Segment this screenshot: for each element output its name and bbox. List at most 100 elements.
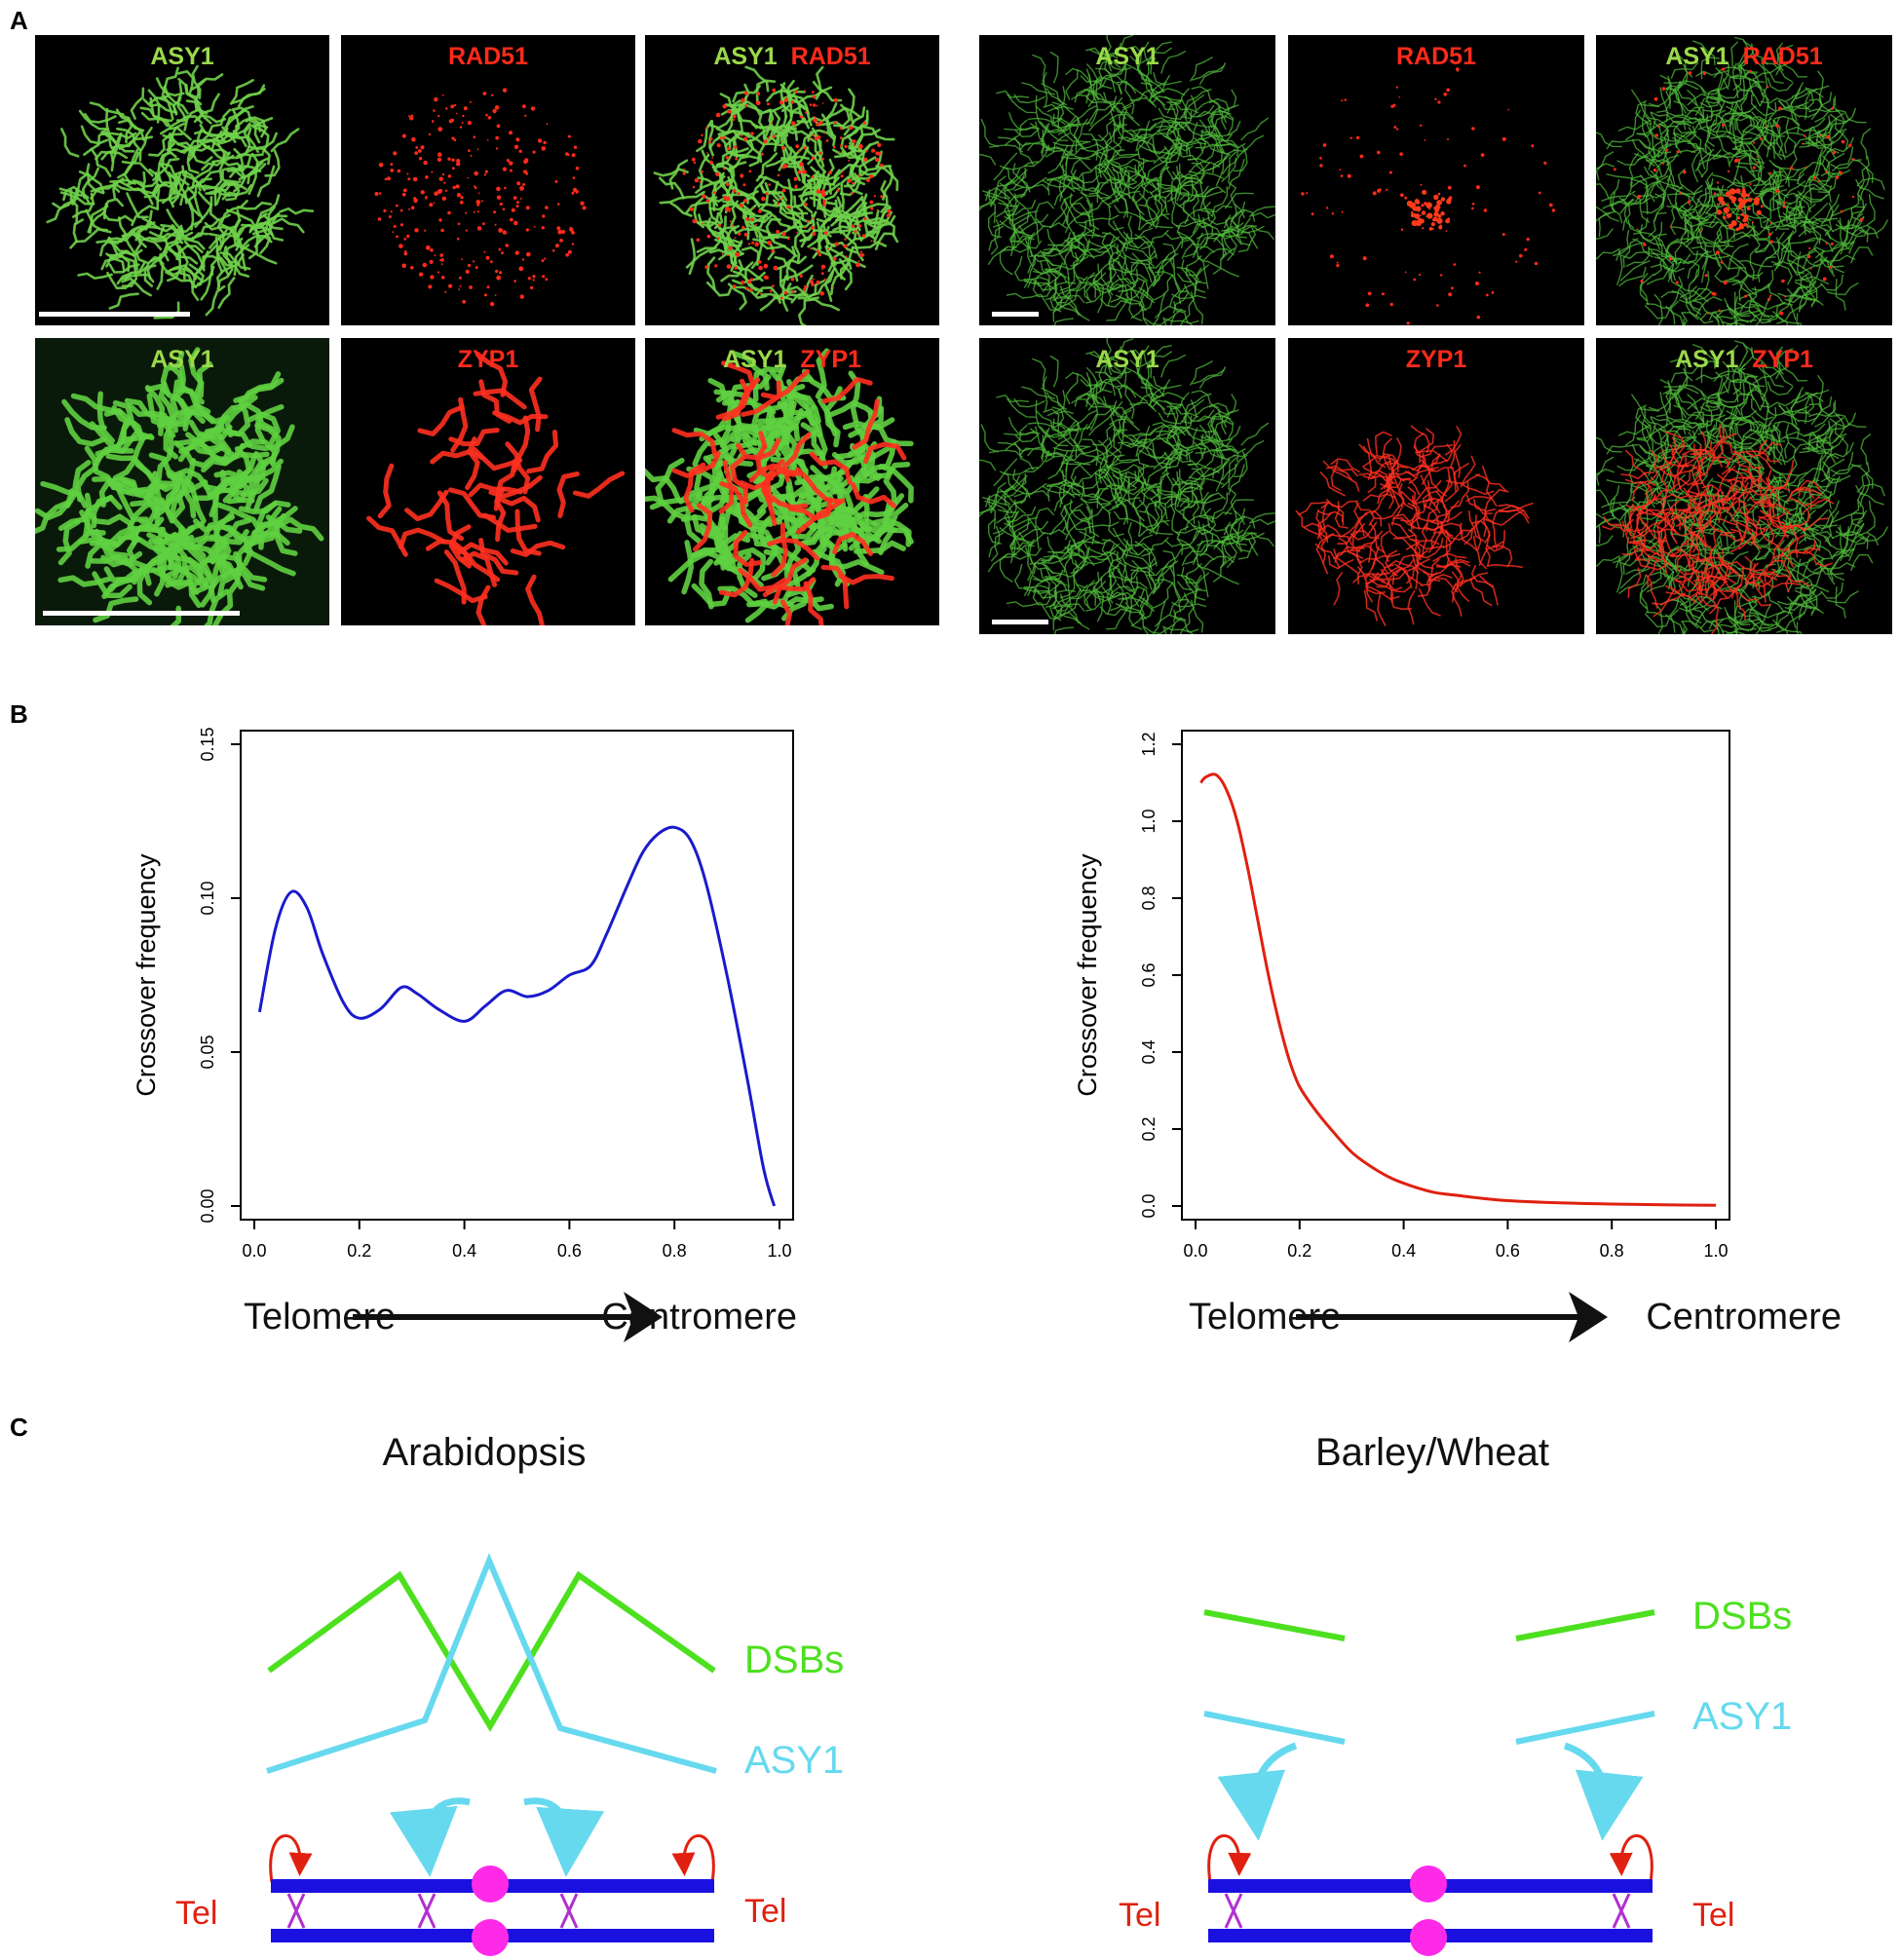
- tel-label-right: Tel: [744, 1893, 786, 1930]
- micrograph-right-top-2: RAD51: [1288, 35, 1584, 325]
- dsb-profile-line: [267, 1570, 716, 1732]
- micrograph-label: ASY1: [979, 43, 1275, 71]
- micrograph-left-top-2: RAD51: [341, 35, 635, 325]
- micrograph-left-bottom-1: ASY1: [35, 338, 329, 625]
- barley-wheat-diagram: DSBs ASY1 Tel Tel: [1119, 1595, 1792, 1956]
- y-tick-label: 0.15: [198, 727, 217, 761]
- caption-centromere: Centromere: [1646, 1297, 1842, 1338]
- plot-frame: [1181, 730, 1730, 1221]
- micrograph-right-bottom-1: ASY1: [979, 338, 1275, 634]
- asy1-label: ASY1: [744, 1739, 844, 1782]
- scale-bar: [39, 312, 190, 317]
- y-tick-label: 0.4: [1139, 1039, 1159, 1064]
- asy1-profile-line: [266, 1553, 717, 1774]
- scale-bar: [992, 620, 1048, 624]
- x-tick-label: 0.0: [1183, 1241, 1207, 1261]
- micrograph-label: ASY1: [979, 346, 1275, 374]
- micrograph-left-bottom-2: ZYP1: [341, 338, 635, 625]
- dsb-label: DSBs: [744, 1639, 844, 1681]
- label-green: ASY1: [1665, 43, 1729, 70]
- dsb-profile-right-segment: [1515, 1609, 1655, 1641]
- tel-label-left: Tel: [1119, 1897, 1160, 1934]
- diagram-title-barley-wheat: Barley/Wheat: [1315, 1431, 1549, 1474]
- asy1-profile-left-segment: [1203, 1711, 1346, 1745]
- asy1-arrow-left: [389, 1797, 471, 1877]
- micrograph-left-top-1: ASY1: [35, 35, 329, 325]
- micrograph-right-top-3: ASY1 RAD51: [1596, 35, 1892, 325]
- micrograph-label: ASY1 ZYP1: [1596, 346, 1892, 374]
- centromere-bottom: [472, 1919, 509, 1956]
- micrograph-label: RAD51: [1288, 43, 1584, 71]
- micrograph-label: ZYP1: [341, 346, 635, 374]
- x-tick-label: 0.2: [347, 1241, 371, 1261]
- micrograph-label: ASY1 RAD51: [645, 43, 939, 71]
- x-tick-label: 0.4: [452, 1241, 476, 1261]
- y-tick-label: 1.0: [1139, 809, 1159, 833]
- micrograph-label: ASY1: [35, 346, 329, 374]
- label-green: ASY1: [150, 346, 214, 373]
- label-green: ASY1: [723, 346, 787, 373]
- asy1-profile-right-segment: [1515, 1711, 1655, 1745]
- scale-bar: [43, 611, 240, 616]
- crossover-marks: [286, 1893, 579, 1929]
- micrograph-right-bottom-3: ASY1 ZYP1: [1596, 338, 1892, 634]
- x-tick-label: 0.8: [1600, 1241, 1624, 1261]
- x-tick-label: 1.0: [767, 1241, 791, 1261]
- crossover-arc-left: [1207, 1834, 1252, 1883]
- micrograph-label: RAD51: [341, 43, 635, 71]
- crossover-arc-left: [269, 1834, 313, 1883]
- diagram-title-arabidopsis: Arabidopsis: [382, 1431, 586, 1474]
- series-line: [257, 825, 777, 1207]
- y-tick-label: 1.2: [1139, 732, 1159, 756]
- crossover-arc-right: [1609, 1834, 1653, 1883]
- label-red: RAD51: [790, 43, 871, 70]
- plot-frame: [240, 730, 794, 1221]
- asy1-label: ASY1: [1692, 1695, 1792, 1738]
- panel-letter-b: B: [10, 699, 28, 729]
- micrograph-right-top-1: ASY1: [979, 35, 1275, 325]
- y-tick-label: 0.0: [1139, 1193, 1159, 1218]
- centromere-top: [472, 1866, 509, 1903]
- label-green: ASY1: [1095, 346, 1159, 373]
- direction-arrow-head: [624, 1292, 663, 1342]
- label-green: ASY1: [1675, 346, 1739, 373]
- micrograph-label: ZYP1: [1288, 346, 1584, 374]
- label-red: ZYP1: [800, 346, 861, 373]
- crossover-marks: [1224, 1893, 1631, 1929]
- label-red: RAD51: [1742, 43, 1823, 70]
- x-tick-label: 0.6: [557, 1241, 582, 1261]
- scale-bar: [992, 312, 1039, 317]
- arabidopsis-diagram: DSBs ASY1 Tel Tel: [175, 1553, 844, 1956]
- label-green: ASY1: [713, 43, 778, 70]
- micrograph-left-bottom-3: ASY1 ZYP1: [645, 338, 939, 625]
- chart-2: 0.0 0.2 0.4 0.6 0.8 1.0 0.0 0.2 0.4 0.6 0.8 1.0 1.2 C…: [1073, 730, 1842, 1342]
- label-red: RAD51: [1396, 43, 1476, 70]
- label-red: ZYP1: [457, 346, 519, 373]
- x-tick-label: 0.6: [1496, 1241, 1520, 1261]
- x-tick-label: 1.0: [1703, 1241, 1728, 1261]
- label-red: ZYP1: [1752, 346, 1813, 373]
- label-green: ASY1: [150, 43, 214, 70]
- dsb-profile-left-segment: [1203, 1609, 1346, 1641]
- tel-label-left: Tel: [175, 1895, 217, 1932]
- dsb-label: DSBs: [1692, 1595, 1792, 1638]
- y-axis-label: Crossover frequency: [1073, 853, 1102, 1097]
- y-tick-label: 0.00: [198, 1188, 217, 1223]
- micrograph-left-top-3: ASY1 RAD51: [645, 35, 939, 325]
- x-tick-label: 0.2: [1287, 1241, 1311, 1261]
- label-green: ASY1: [1095, 43, 1159, 70]
- tel-label-right: Tel: [1692, 1897, 1734, 1934]
- y-tick-label: 0.6: [1139, 962, 1159, 987]
- x-tick-label: 0.4: [1391, 1241, 1416, 1261]
- micrograph-right-bottom-2: ZYP1: [1288, 338, 1584, 634]
- crossover-arc-right: [671, 1834, 715, 1883]
- micrograph-label: ASY1 ZYP1: [645, 346, 939, 374]
- panel-letter-a: A: [10, 6, 28, 35]
- crossover-charts: 0.0 0.2 0.4 0.6 0.8 1.0 0.00 0.05 0.10 0.15 Crosso…: [132, 727, 1842, 1342]
- y-tick-label: 0.10: [198, 881, 217, 915]
- label-red: ZYP1: [1405, 346, 1467, 373]
- centromere-top: [1410, 1866, 1447, 1903]
- micrograph-label: ASY1 RAD51: [1596, 43, 1892, 71]
- crossover-model-diagrams: Arabidopsis Barley/Wheat DSBs ASY1 Tel T…: [175, 1431, 1792, 1956]
- series-line: [1199, 773, 1717, 1207]
